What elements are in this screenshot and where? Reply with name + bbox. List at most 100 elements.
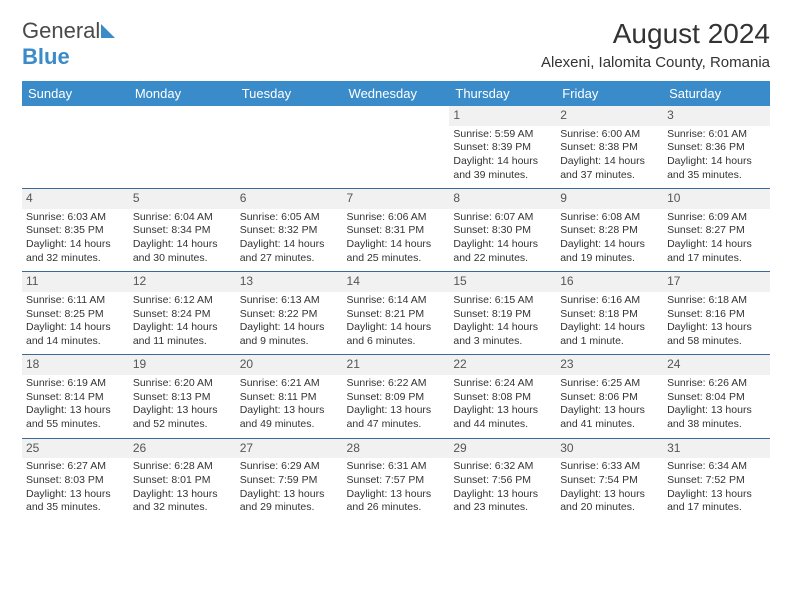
- sunset-text: Sunset: 8:24 PM: [133, 308, 232, 322]
- sunrise-text: Sunrise: 6:03 AM: [26, 211, 125, 225]
- sunrise-text: Sunrise: 6:21 AM: [240, 377, 339, 391]
- day-number: 22: [449, 355, 556, 375]
- day-number: 17: [663, 272, 770, 292]
- day-number: 10: [663, 189, 770, 209]
- calendar-cell: 29Sunrise: 6:32 AMSunset: 7:56 PMDayligh…: [449, 438, 556, 521]
- day-number: 6: [236, 189, 343, 209]
- sunrise-text: Sunrise: 6:34 AM: [667, 460, 766, 474]
- day-number: 5: [129, 189, 236, 209]
- daylight-text: Daylight: 13 hours and 29 minutes.: [240, 488, 339, 515]
- calendar-cell: 19Sunrise: 6:20 AMSunset: 8:13 PMDayligh…: [129, 355, 236, 438]
- sunrise-text: Sunrise: 6:13 AM: [240, 294, 339, 308]
- sunset-text: Sunset: 8:14 PM: [26, 391, 125, 405]
- weekday-header: Wednesday: [343, 81, 450, 106]
- daylight-text: Daylight: 13 hours and 52 minutes.: [133, 404, 232, 431]
- sunrise-text: Sunrise: 6:18 AM: [667, 294, 766, 308]
- daylight-text: Daylight: 14 hours and 6 minutes.: [347, 321, 446, 348]
- calendar-row: 25Sunrise: 6:27 AMSunset: 8:03 PMDayligh…: [22, 438, 770, 521]
- day-number: 21: [343, 355, 450, 375]
- weekday-header-row: Sunday Monday Tuesday Wednesday Thursday…: [22, 81, 770, 106]
- sunset-text: Sunset: 8:27 PM: [667, 224, 766, 238]
- location: Alexeni, Ialomita County, Romania: [541, 54, 770, 71]
- calendar-page: General Blue August 2024 Alexeni, Ialomi…: [0, 0, 792, 539]
- daylight-text: Daylight: 13 hours and 35 minutes.: [26, 488, 125, 515]
- day-number: 15: [449, 272, 556, 292]
- calendar-cell: 16Sunrise: 6:16 AMSunset: 8:18 PMDayligh…: [556, 272, 663, 355]
- calendar-row: 1Sunrise: 5:59 AMSunset: 8:39 PMDaylight…: [22, 106, 770, 189]
- sunset-text: Sunset: 8:32 PM: [240, 224, 339, 238]
- calendar-cell: [343, 106, 450, 189]
- day-number: 23: [556, 355, 663, 375]
- daylight-text: Daylight: 13 hours and 32 minutes.: [133, 488, 232, 515]
- page-title: August 2024: [541, 18, 770, 50]
- calendar-cell: 23Sunrise: 6:25 AMSunset: 8:06 PMDayligh…: [556, 355, 663, 438]
- daylight-text: Daylight: 14 hours and 1 minute.: [560, 321, 659, 348]
- calendar-row: 18Sunrise: 6:19 AMSunset: 8:14 PMDayligh…: [22, 355, 770, 438]
- day-number: 2: [556, 106, 663, 126]
- daylight-text: Daylight: 14 hours and 37 minutes.: [560, 155, 659, 182]
- sunset-text: Sunset: 8:25 PM: [26, 308, 125, 322]
- sunrise-text: Sunrise: 6:31 AM: [347, 460, 446, 474]
- sunrise-text: Sunrise: 6:00 AM: [560, 128, 659, 142]
- calendar-cell: 2 Sunrise: 6:00 AMSunset: 8:38 PMDaylight…: [556, 106, 663, 189]
- day-number: 25: [22, 439, 129, 459]
- sunset-text: Sunset: 8:31 PM: [347, 224, 446, 238]
- day-number: 8: [449, 189, 556, 209]
- sunrise-text: Sunrise: 6:14 AM: [347, 294, 446, 308]
- sunrise-text: Sunrise: 6:07 AM: [453, 211, 552, 225]
- calendar-cell: [22, 106, 129, 189]
- sunset-text: Sunset: 8:01 PM: [133, 474, 232, 488]
- day-number: 13: [236, 272, 343, 292]
- calendar-cell: 12Sunrise: 6:12 AMSunset: 8:24 PMDayligh…: [129, 272, 236, 355]
- header: General Blue August 2024 Alexeni, Ialomi…: [22, 18, 770, 71]
- calendar-cell: [129, 106, 236, 189]
- calendar-cell: 8Sunrise: 6:07 AMSunset: 8:30 PMDaylight…: [449, 189, 556, 272]
- calendar-cell: 5Sunrise: 6:04 AMSunset: 8:34 PMDaylight…: [129, 189, 236, 272]
- sunset-text: Sunset: 8:11 PM: [240, 391, 339, 405]
- sunset-text: Sunset: 8:16 PM: [667, 308, 766, 322]
- sunset-text: Sunset: 7:54 PM: [560, 474, 659, 488]
- day-number: 14: [343, 272, 450, 292]
- sunset-text: Sunset: 8:35 PM: [26, 224, 125, 238]
- calendar-cell: 15Sunrise: 6:15 AMSunset: 8:19 PMDayligh…: [449, 272, 556, 355]
- logo: General Blue: [22, 18, 115, 70]
- sunrise-text: Sunrise: 6:01 AM: [667, 128, 766, 142]
- sunrise-text: Sunrise: 6:33 AM: [560, 460, 659, 474]
- sunrise-text: Sunrise: 6:09 AM: [667, 211, 766, 225]
- sunrise-text: Sunrise: 6:22 AM: [347, 377, 446, 391]
- calendar-cell: 7Sunrise: 6:06 AMSunset: 8:31 PMDaylight…: [343, 189, 450, 272]
- calendar-cell: 4Sunrise: 6:03 AMSunset: 8:35 PMDaylight…: [22, 189, 129, 272]
- weekday-header: Friday: [556, 81, 663, 106]
- day-number: 9: [556, 189, 663, 209]
- day-number: 18: [22, 355, 129, 375]
- day-number: 11: [22, 272, 129, 292]
- daylight-text: Daylight: 14 hours and 30 minutes.: [133, 238, 232, 265]
- sunrise-text: Sunrise: 6:25 AM: [560, 377, 659, 391]
- daylight-text: Daylight: 13 hours and 49 minutes.: [240, 404, 339, 431]
- calendar-cell: 14 Sunrise: 6:14 AMSunset: 8:21 PMDayligh…: [343, 272, 450, 355]
- daylight-text: Daylight: 13 hours and 44 minutes.: [453, 404, 552, 431]
- sunset-text: Sunset: 8:21 PM: [347, 308, 446, 322]
- sunset-text: Sunset: 7:57 PM: [347, 474, 446, 488]
- sunrise-text: Sunrise: 6:15 AM: [453, 294, 552, 308]
- calendar-cell: 20Sunrise: 6:21 AMSunset: 8:11 PMDayligh…: [236, 355, 343, 438]
- day-number: 30: [556, 439, 663, 459]
- sunset-text: Sunset: 7:52 PM: [667, 474, 766, 488]
- calendar-cell: 27Sunrise: 6:29 AMSunset: 7:59 PMDayligh…: [236, 438, 343, 521]
- title-block: August 2024 Alexeni, Ialomita County, Ro…: [541, 18, 770, 71]
- daylight-text: Daylight: 14 hours and 11 minutes.: [133, 321, 232, 348]
- sunrise-text: Sunrise: 6:11 AM: [26, 294, 125, 308]
- calendar-cell: 18Sunrise: 6:19 AMSunset: 8:14 PMDayligh…: [22, 355, 129, 438]
- sunset-text: Sunset: 8:18 PM: [560, 308, 659, 322]
- daylight-text: Daylight: 14 hours and 9 minutes.: [240, 321, 339, 348]
- daylight-text: Daylight: 13 hours and 20 minutes.: [560, 488, 659, 515]
- day-number: 4: [22, 189, 129, 209]
- sunset-text: Sunset: 8:38 PM: [560, 141, 659, 155]
- sunset-text: Sunset: 8:34 PM: [133, 224, 232, 238]
- sunrise-text: Sunrise: 6:08 AM: [560, 211, 659, 225]
- sunrise-text: Sunrise: 6:32 AM: [453, 460, 552, 474]
- calendar-cell: 6Sunrise: 6:05 AMSunset: 8:32 PMDaylight…: [236, 189, 343, 272]
- logo-triangle-icon: [101, 24, 115, 38]
- calendar-cell: 13Sunrise: 6:13 AMSunset: 8:22 PMDayligh…: [236, 272, 343, 355]
- calendar-cell: 1Sunrise: 5:59 AMSunset: 8:39 PMDaylight…: [449, 106, 556, 189]
